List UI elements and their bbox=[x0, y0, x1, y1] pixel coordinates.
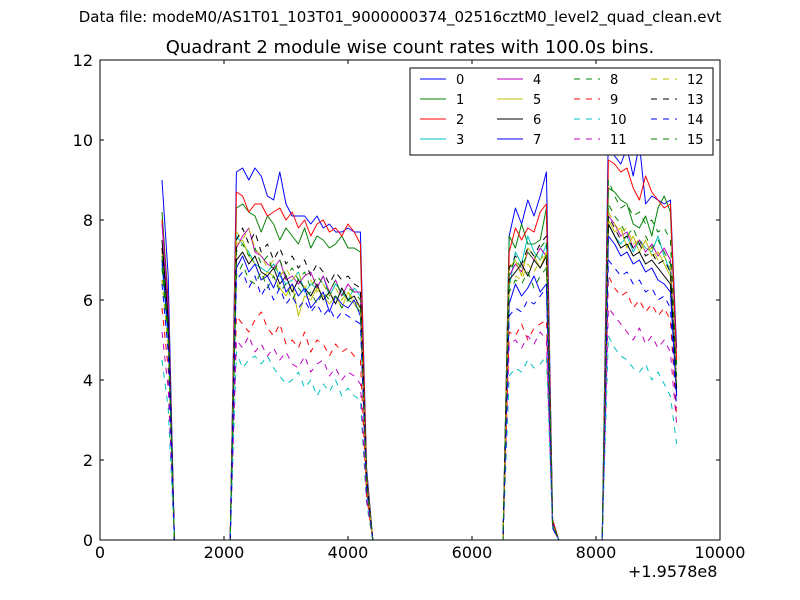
legend-label-2: 2 bbox=[456, 113, 464, 128]
series-line-6 bbox=[161, 223, 678, 541]
series-line-1 bbox=[161, 187, 678, 541]
legend-box bbox=[409, 67, 714, 156]
legend-label-5: 5 bbox=[533, 93, 541, 108]
series-line-4 bbox=[161, 215, 678, 541]
y-tick-label: 6 bbox=[83, 291, 93, 310]
legend-label-14: 14 bbox=[687, 113, 704, 128]
legend-label-8: 8 bbox=[610, 73, 618, 88]
legend-label-4: 4 bbox=[533, 73, 541, 88]
y-tick-label: 4 bbox=[83, 371, 93, 390]
x-tick-label: 4000 bbox=[328, 543, 369, 562]
y-tick-label: 0 bbox=[83, 531, 93, 550]
legend-label-15: 15 bbox=[687, 133, 704, 148]
series-line-12 bbox=[161, 211, 678, 541]
series-line-8 bbox=[161, 203, 678, 541]
series-line-13 bbox=[161, 215, 678, 541]
chart-title: Quadrant 2 module wise count rates with … bbox=[165, 37, 655, 58]
legend-label-13: 13 bbox=[687, 93, 704, 108]
x-tick-label: 10000 bbox=[695, 543, 746, 562]
series-line-10 bbox=[161, 335, 678, 541]
x-tick-label: 6000 bbox=[452, 543, 493, 562]
x-tick-label: 2000 bbox=[204, 543, 245, 562]
legend-label-1: 1 bbox=[456, 93, 464, 108]
y-tick-label: 2 bbox=[83, 451, 93, 470]
legend-label-10: 10 bbox=[610, 113, 627, 128]
y-tick-label: 10 bbox=[73, 131, 93, 150]
x-offset-label: +1.9578e8 bbox=[628, 562, 718, 581]
x-tick-label: 0 bbox=[95, 543, 105, 562]
legend-label-3: 3 bbox=[456, 133, 464, 148]
series-line-2 bbox=[161, 159, 678, 541]
series-line-0 bbox=[161, 127, 678, 541]
legend-label-7: 7 bbox=[533, 133, 541, 148]
series-line-14 bbox=[161, 259, 678, 541]
legend-label-12: 12 bbox=[687, 73, 704, 88]
series-layer bbox=[161, 127, 678, 541]
series-line-5 bbox=[161, 219, 678, 541]
series-line-11 bbox=[161, 307, 678, 541]
legend-label-0: 0 bbox=[456, 73, 464, 88]
legend-label-6: 6 bbox=[533, 113, 541, 128]
series-line-9 bbox=[161, 275, 678, 541]
x-tick-label: 8000 bbox=[576, 543, 617, 562]
figure-suptitle: Data file: modeM0/AS1T01_103T01_90000003… bbox=[78, 8, 722, 26]
y-tick-label: 12 bbox=[73, 51, 93, 70]
series-line-3 bbox=[161, 223, 678, 541]
legend-label-9: 9 bbox=[610, 93, 618, 108]
y-tick-label: 8 bbox=[83, 211, 93, 230]
series-line-7 bbox=[161, 235, 678, 541]
legend-label-11: 11 bbox=[610, 133, 627, 148]
